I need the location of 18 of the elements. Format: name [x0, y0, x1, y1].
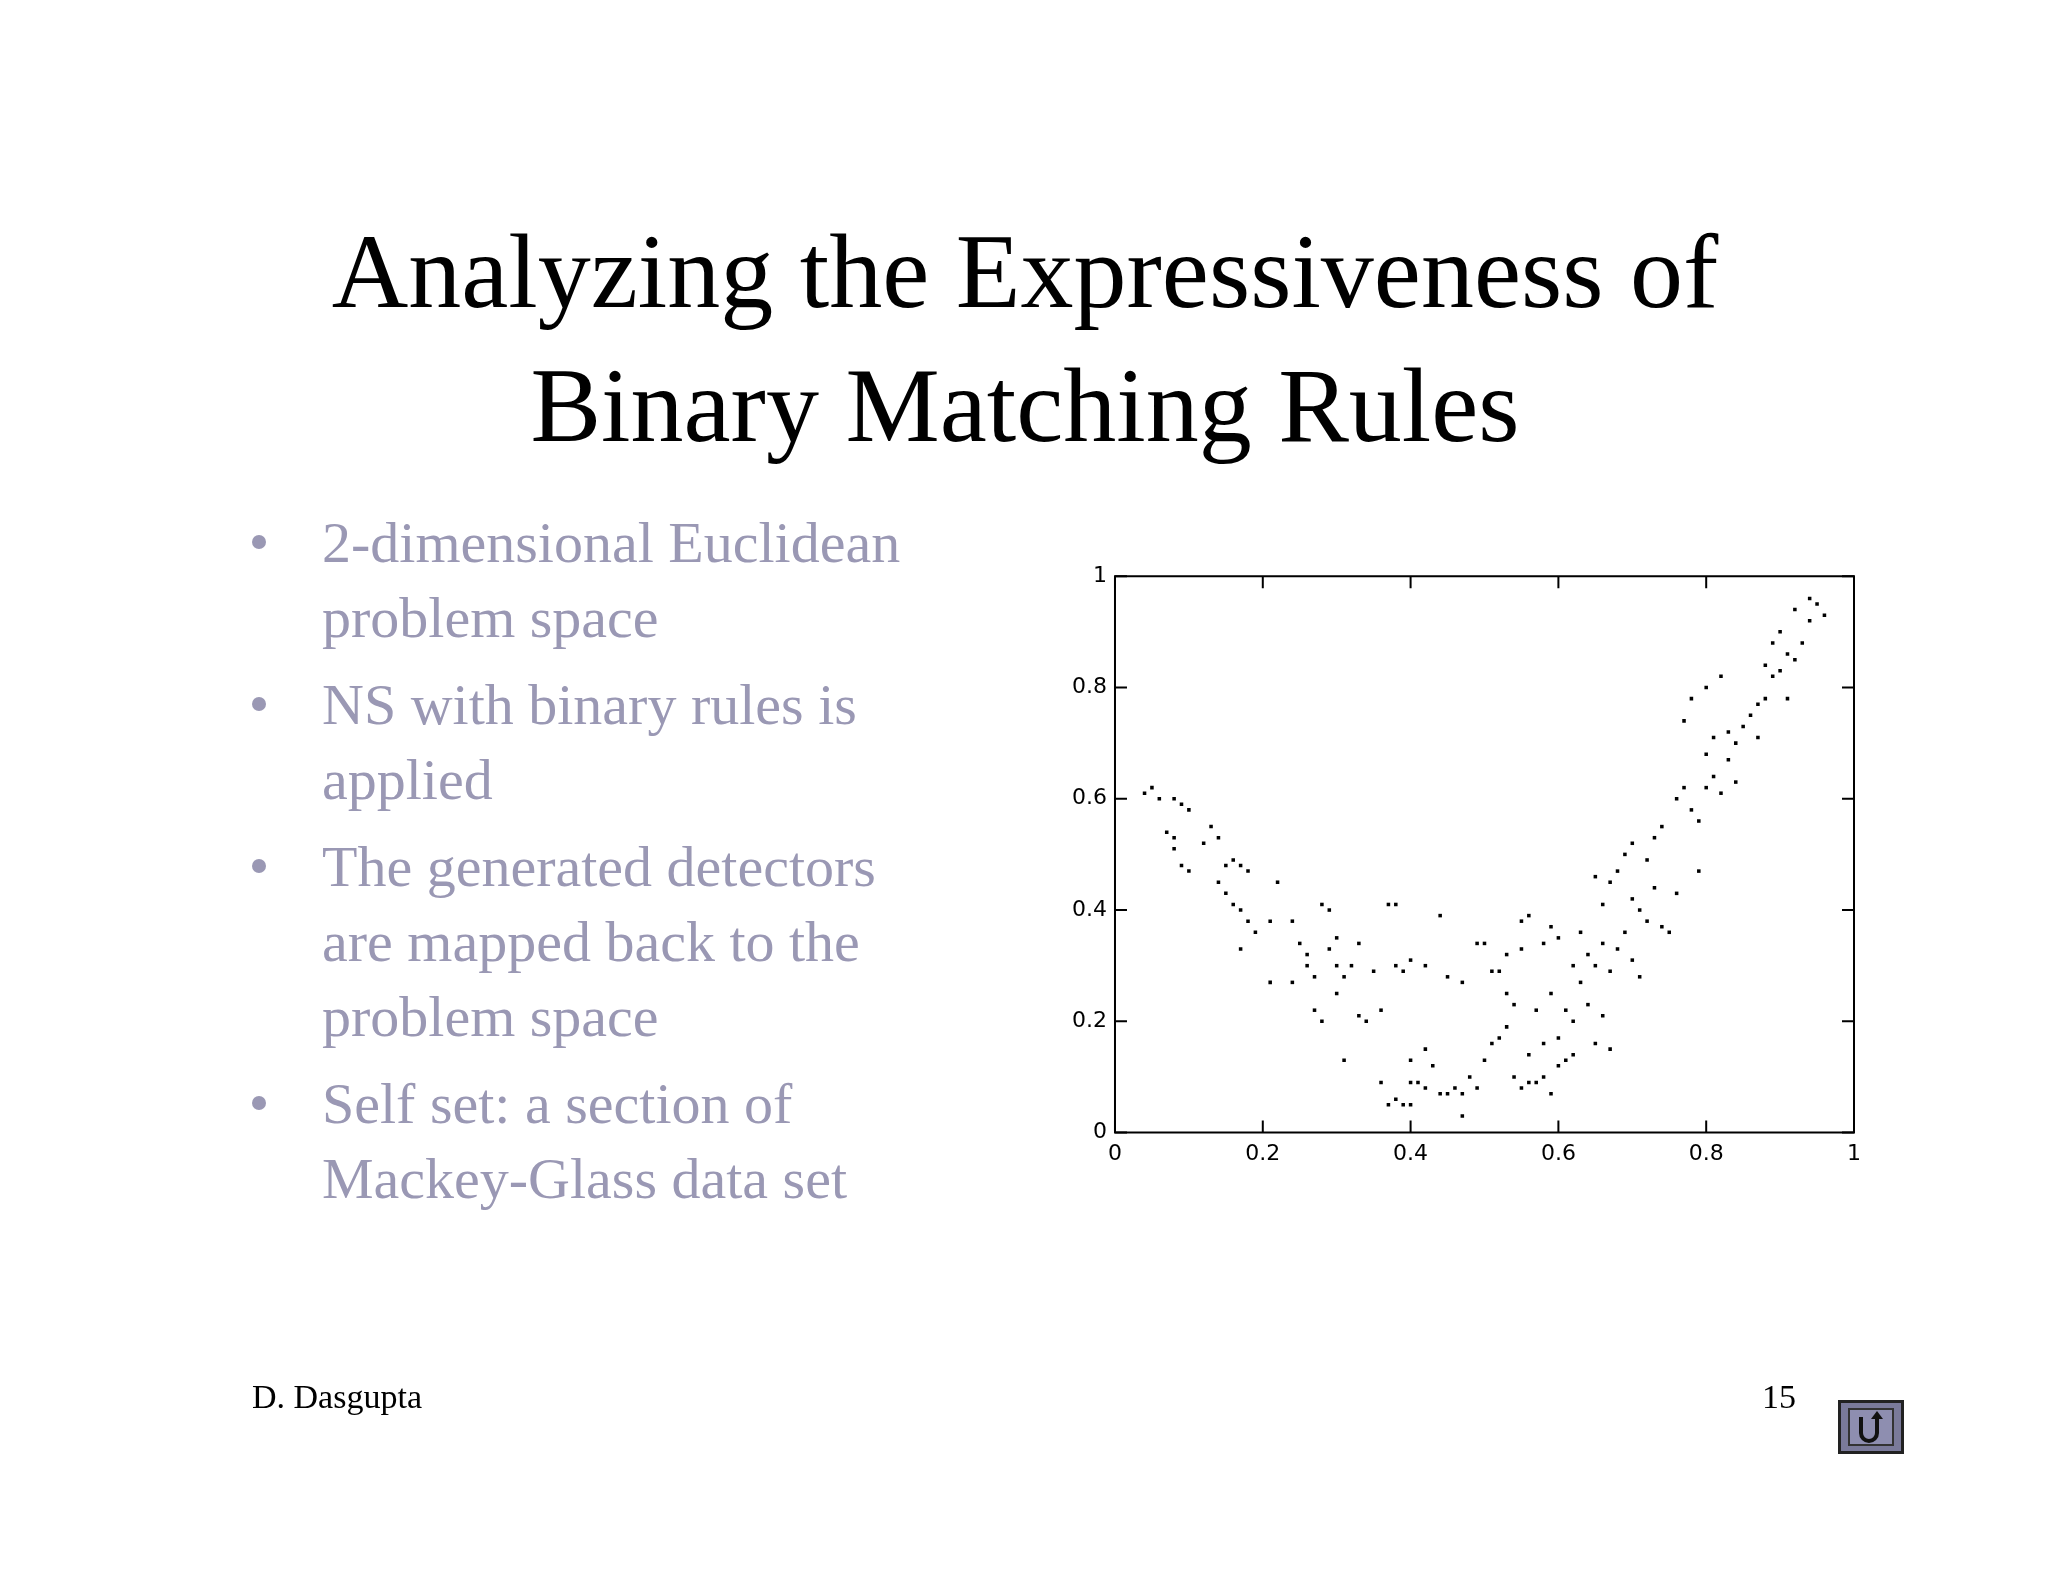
text: NS with binary rules is applied — [321, 671, 858, 814]
text: 2-dimensional Euclidean problem space — [321, 509, 902, 652]
y-tick-label: 0.8 — [1071, 673, 1107, 699]
chart-title: Analyzing the Expressiveness of Binary Matching Rules — [330, 212, 1720, 466]
y-tick-label: 0 — [1092, 1118, 1107, 1144]
x-tick-label: 0.8 — [1688, 1139, 1724, 1165]
y-tick-label: 0.2 — [1071, 1007, 1107, 1033]
text: Self set: a section of Mackey-Glass data set — [321, 1070, 849, 1213]
y-tick-label: 1 — [1092, 561, 1107, 587]
text: D. Dasgupta — [252, 1378, 422, 1416]
y-tick-label: 0.4 — [1071, 895, 1107, 921]
x-tick-label: 0.6 — [1540, 1139, 1576, 1165]
text: The generated detectors are mapped back to the problem space — [321, 833, 877, 1051]
x-tick-label: 0.4 — [1393, 1139, 1429, 1165]
y-tick-label: 0.6 — [1071, 784, 1107, 810]
text: 15 — [1762, 1378, 1796, 1416]
x-tick-label: 0.2 — [1245, 1139, 1281, 1165]
x-tick-label: 1 — [1847, 1139, 1861, 1165]
